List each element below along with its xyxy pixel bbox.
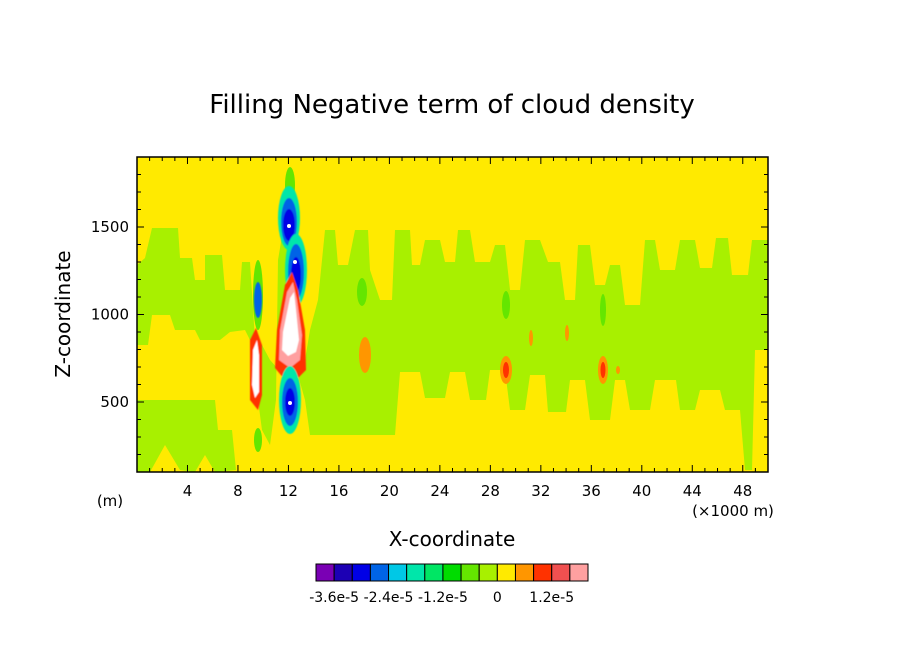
positive-spot	[503, 362, 509, 378]
positive-spot	[565, 325, 569, 341]
x-tick-label: 16	[329, 482, 348, 500]
x-tick-label: 40	[632, 482, 651, 500]
colorbar-label: 1.2e-5	[529, 590, 574, 606]
minimum-marker	[287, 224, 291, 228]
colorbar-label: -1.2e-5	[418, 590, 468, 606]
positive-spot	[529, 330, 533, 346]
chart-title: Filling Negative term of cloud density	[209, 90, 695, 120]
colorbar-label: -3.6e-5	[309, 590, 359, 606]
x-tick-label: 48	[733, 482, 752, 500]
colorbar-swatch	[569, 563, 589, 582]
green-band-region	[137, 228, 768, 470]
x-tick-label: 28	[481, 482, 500, 500]
plot-area	[137, 157, 768, 472]
colorbar-swatch	[514, 563, 535, 582]
x-unit-label: (m)	[97, 492, 123, 510]
positive-spot	[359, 337, 371, 373]
positive-spot	[600, 362, 606, 378]
colorbar	[315, 563, 589, 582]
green-spot	[357, 278, 367, 306]
colorbar-swatch	[460, 563, 480, 582]
colorbar-swatch	[478, 563, 498, 582]
y-tick-label: 500	[100, 393, 129, 411]
x-tick-label: 24	[430, 482, 449, 500]
colorbar-label: -2.4e-5	[364, 590, 414, 606]
colorbar-swatch	[351, 563, 371, 582]
y-tick-label: 1500	[91, 218, 129, 236]
colorbar-swatch	[388, 563, 408, 582]
colorbar-swatch	[551, 563, 571, 582]
minimum-marker	[288, 401, 292, 405]
x-axis-label: X-coordinate	[389, 527, 516, 551]
x-tick-label: 36	[582, 482, 601, 500]
y-tick-label: 1000	[91, 306, 129, 324]
green-band-lower	[137, 400, 236, 472]
colorbar-swatch	[424, 563, 444, 582]
x-tick-label: 12	[279, 482, 298, 500]
colorbar-swatch	[369, 563, 390, 582]
positive-spot	[616, 366, 620, 374]
green-spot	[254, 428, 262, 452]
central-anomaly-column	[250, 186, 307, 434]
colorbar-swatch	[333, 563, 353, 582]
colorbar-swatch	[442, 563, 462, 582]
colorbar-swatch	[533, 563, 553, 582]
minimum-marker	[293, 260, 297, 264]
colorbar-label: 0	[493, 590, 502, 606]
green-spot	[600, 294, 606, 326]
x-tick-label: 8	[233, 482, 243, 500]
x-scale-label: (×1000 m)	[692, 502, 774, 520]
colorbar-labels: -3.6e-5 -2.4e-5 -1.2e-5 0 1.2e-5	[309, 590, 574, 606]
colorbar-swatch	[496, 563, 516, 582]
green-spot	[502, 291, 510, 319]
x-tick-label: 20	[380, 482, 399, 500]
colorbar-swatch	[406, 563, 426, 582]
x-tick-label: 4	[183, 482, 193, 500]
x-tick-label: 44	[683, 482, 702, 500]
x-tick-label: 32	[531, 482, 550, 500]
y-axis-label: Z-coordinate	[51, 250, 75, 377]
colorbar-swatch	[315, 563, 335, 582]
